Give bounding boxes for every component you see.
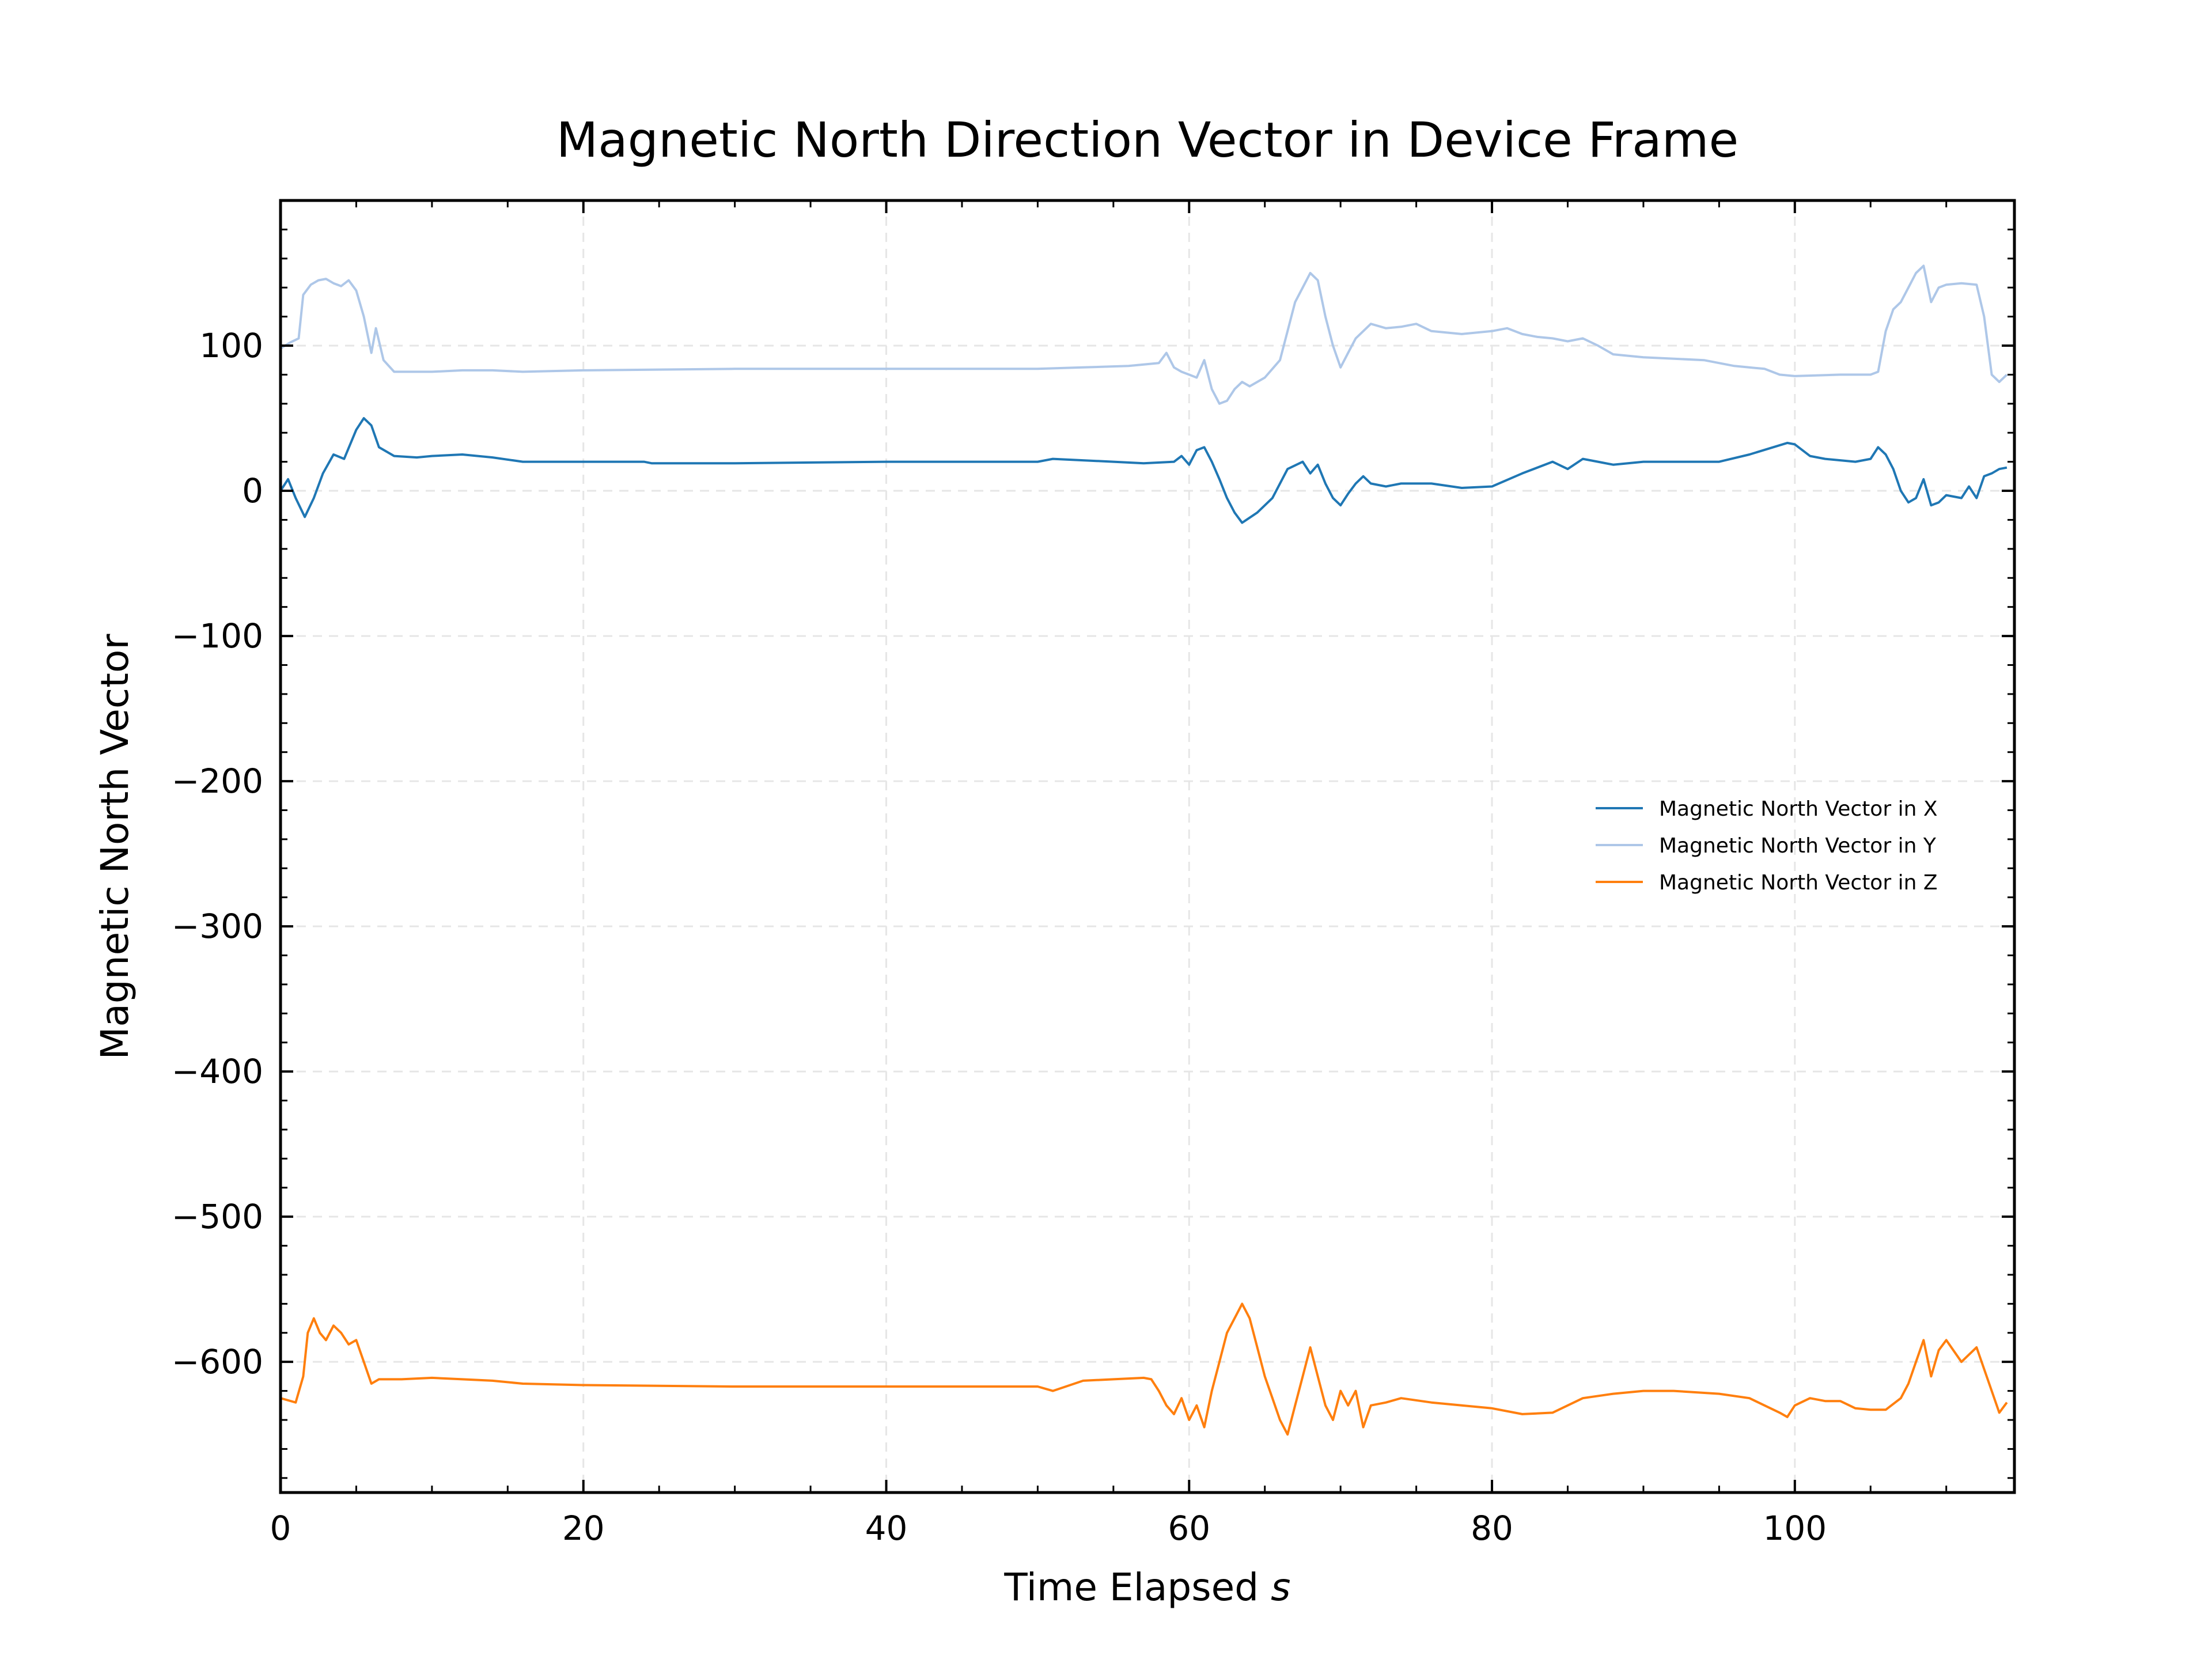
x-tick-label: 100 xyxy=(1763,1509,1827,1548)
legend-label: Magnetic North Vector in Z xyxy=(1659,871,1938,895)
axis-tick-labels: 0 20 40 60 80 100 100 0 −100 −200 −300 −400 −500 −600 xyxy=(172,326,1827,1548)
x-axis-label: Time Elapsed s xyxy=(1003,1565,1290,1609)
chart-title: Magnetic North Direction Vector in Devic… xyxy=(556,112,1739,168)
y-tick-label: −400 xyxy=(172,1052,263,1091)
legend-label: Magnetic North Vector in X xyxy=(1659,797,1938,821)
x-tick-label: 20 xyxy=(562,1509,605,1548)
series-z-line xyxy=(280,1302,2008,1436)
plot-frame xyxy=(279,199,2016,1494)
legend: Magnetic North Vector in X Magnetic North… xyxy=(1596,797,1938,895)
y-tick-label: −100 xyxy=(172,616,263,656)
y-tick-label: −600 xyxy=(172,1342,263,1381)
x-tick-label: 80 xyxy=(1471,1509,1513,1548)
x-tick-label: 0 xyxy=(270,1509,291,1548)
y-tick-label: −300 xyxy=(172,907,263,946)
y-tick-label: 100 xyxy=(199,326,263,365)
series-x-line xyxy=(279,417,2008,524)
x-tick-label: 60 xyxy=(1168,1509,1210,1548)
y-tick-label: −200 xyxy=(172,762,263,801)
series-y-line xyxy=(279,264,2008,405)
y-tick-label: 0 xyxy=(242,471,263,510)
x-axis-label-unit: s xyxy=(1271,1565,1290,1609)
y-axis-label: Magnetic North Vector xyxy=(93,634,137,1060)
series-lines xyxy=(279,264,2008,1436)
x-tick-label: 40 xyxy=(865,1509,908,1548)
x-axis-label-main: Time Elapsed xyxy=(1003,1565,1271,1609)
y-tick-label: −500 xyxy=(172,1197,263,1236)
legend-label: Magnetic North Vector in Y xyxy=(1659,834,1937,858)
